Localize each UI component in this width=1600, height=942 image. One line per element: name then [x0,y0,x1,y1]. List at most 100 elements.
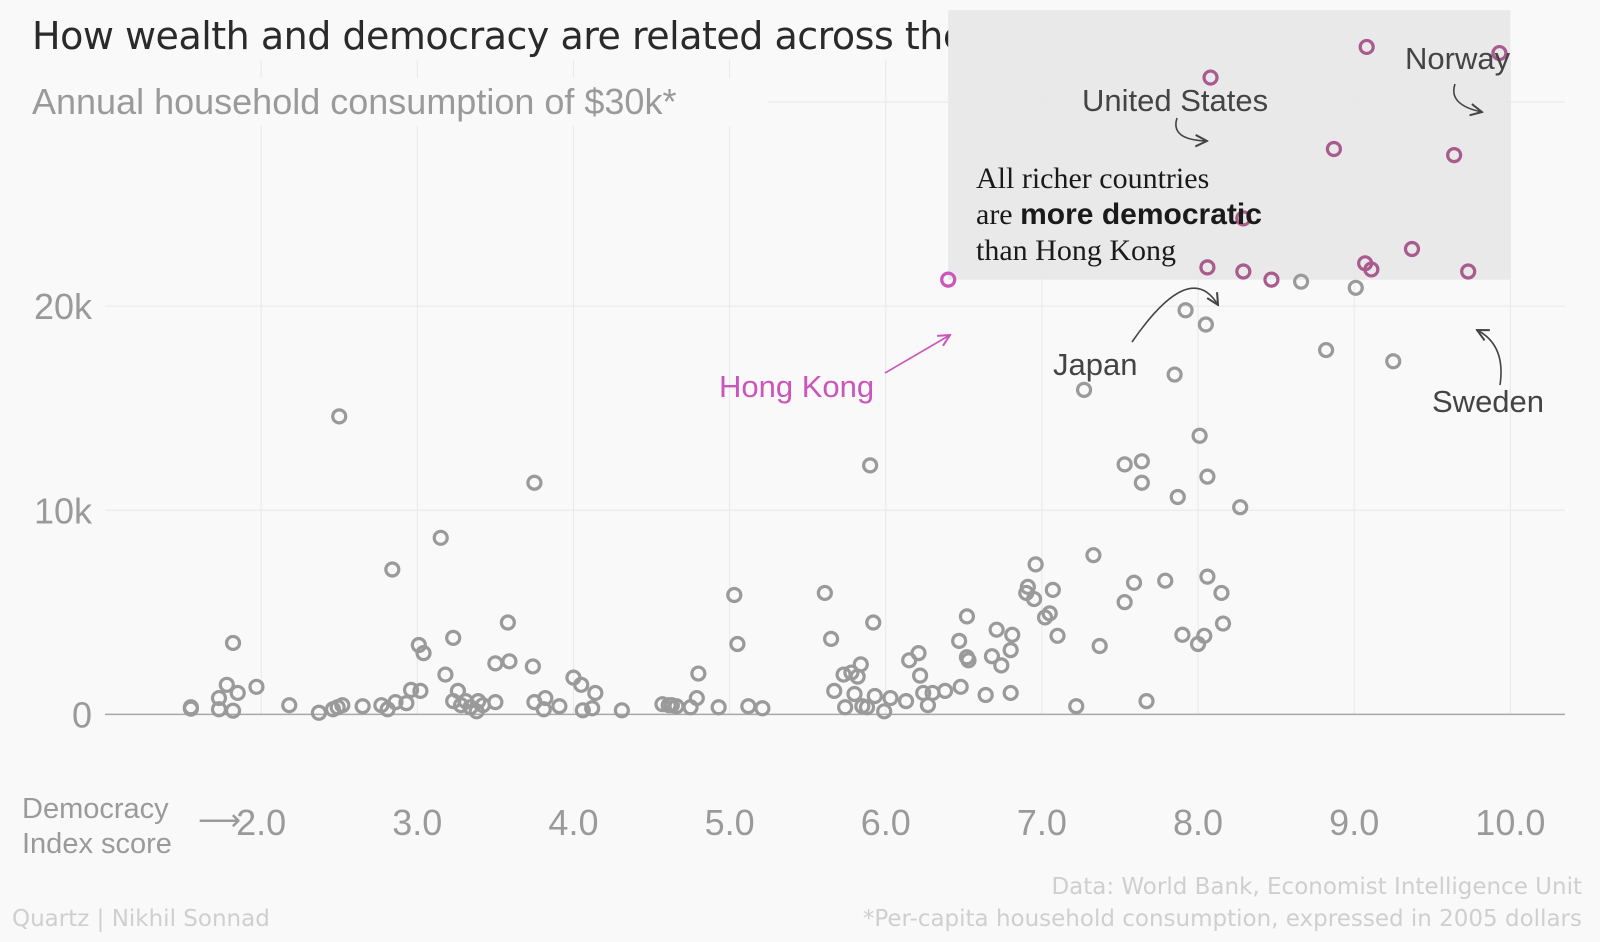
data-point [334,697,351,714]
data-point [1196,627,1213,644]
data-point [897,693,915,710]
data-point [1041,605,1058,622]
data-point [866,687,883,705]
data-point [573,676,590,693]
data-point [281,697,298,714]
data-point [310,704,328,721]
threshold-label: Annual household consumption of $30k* [32,81,676,122]
data-point [740,698,757,715]
data-point [402,681,420,698]
data-point [1174,626,1191,643]
source-text: Data: World Bank, Economist Intelligence… [1051,874,1582,900]
data-point [910,645,927,662]
data-point [218,676,235,693]
x-tick-label: 6.0 [861,802,911,843]
y-tick-label: 20k [34,286,93,327]
data-point [826,682,843,700]
richer-country-point [1199,259,1216,276]
norway-label: Norway [1405,41,1511,76]
data-point [384,561,401,578]
y-tick-label: 10k [34,490,93,531]
chart-title: How wealth and democracy are related acr… [32,14,1081,58]
x-tick-label: 7.0 [1017,802,1067,843]
data-point [688,689,705,707]
annotation-text: All richer countries are more democratic t… [976,162,1262,267]
data-point [951,632,968,650]
data-point [862,457,879,474]
data-point [229,684,246,702]
united-states-arrow [1175,117,1207,141]
data-point [993,657,1010,674]
annotation-segment: All richer countries [976,162,1209,195]
threshold-label-bg [28,78,768,127]
data-point [924,684,941,702]
data-point [574,702,591,719]
data-point [1002,684,1019,702]
norway-arrow [1453,83,1482,112]
x-tick-label: 5.0 [705,802,755,843]
richer-country-point [1235,210,1252,227]
data-point [210,689,228,707]
x-axis-title: Index score [22,828,172,860]
data-point [936,682,954,700]
data-point [1068,698,1085,715]
x-tick-label: 9.0 [1329,802,1379,843]
data-point [551,698,568,715]
data-point [1125,574,1143,591]
data-point [1199,568,1216,585]
data-point [1177,302,1194,319]
x-tick-label: 3.0 [392,802,442,843]
data-point [988,621,1005,638]
data-point [1116,594,1133,611]
data-point [398,695,415,712]
data-point [912,667,929,684]
richer-country-point [1403,240,1421,258]
data-point [882,689,899,707]
data-point [1199,468,1216,485]
data-point [415,645,432,662]
sweden-label: Sweden [1432,384,1544,419]
data-point [729,635,746,653]
data-point [846,685,863,703]
richer-country-point [1460,263,1477,280]
data-point [690,665,707,682]
united-states-label: United States [1082,83,1268,118]
data-point [526,474,543,491]
richer-country-point [1491,44,1508,62]
richer-country-point [1235,263,1252,280]
data-point [858,699,876,716]
data-point [1157,572,1174,589]
data-point [224,702,242,719]
hong-kong-label: Hong Kong [719,369,874,404]
annotation-segment: are [976,198,1020,231]
data-point [331,408,348,425]
data-point [1317,341,1335,359]
data-point [952,678,969,695]
data-point [387,694,404,711]
data-point [837,699,854,716]
x-axis-arrow: ⟶ [198,803,241,838]
data-point [710,699,727,716]
data-point [1133,453,1150,470]
data-point [524,658,541,675]
x-tick-label: 10.0 [1475,802,1545,843]
footnote-text: *Per-capita household consumption, expre… [862,906,1582,932]
data-point [412,682,429,700]
richer-country-point [1446,147,1463,164]
data-point [958,608,976,625]
data-point [983,648,1001,665]
data-point [754,700,771,717]
sweden-arrow [1477,330,1502,386]
annotation-segment: more democratic [1020,198,1262,231]
data-point [501,653,518,670]
data-point [487,694,504,711]
annotation-segment: than Hong Kong [976,234,1176,267]
data-point [1049,627,1066,644]
richer-country-point [1202,69,1219,86]
data-point [960,652,977,669]
data-point [1166,366,1183,383]
data-point [1169,488,1186,506]
hong-kong-arrow [884,335,950,374]
data-point [852,656,869,673]
data-point [537,689,554,707]
